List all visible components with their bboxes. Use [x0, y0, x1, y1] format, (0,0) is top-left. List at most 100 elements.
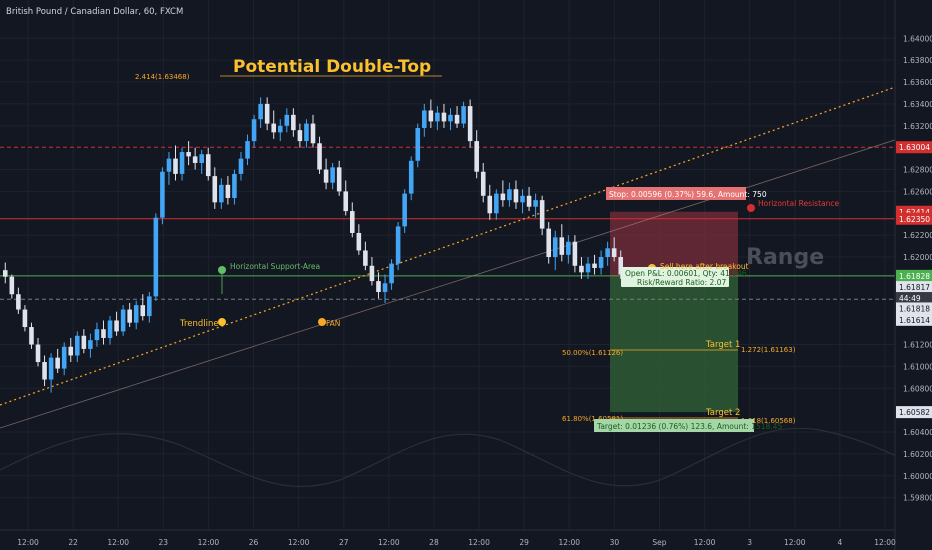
x-tick-label: 12:00 — [378, 538, 400, 547]
candle — [428, 99, 434, 128]
rr-text: Risk/Reward Ratio: 2.07 — [637, 278, 726, 287]
candle-body — [317, 143, 322, 170]
x-tick-label: 26 — [249, 538, 259, 547]
candle-body — [284, 114, 290, 126]
fan-label: FAN — [326, 319, 340, 328]
price-badge-label: 1.61818 — [899, 304, 930, 313]
candle-body — [441, 112, 447, 122]
support-label: Horizontal Support-Area — [230, 262, 320, 271]
candle-body — [363, 250, 368, 266]
candle-body — [395, 226, 401, 264]
candle-body — [114, 320, 119, 332]
candle — [513, 180, 519, 209]
candle-body — [225, 184, 231, 198]
candle — [585, 257, 591, 279]
candle — [68, 337, 74, 363]
candle-body — [480, 171, 486, 196]
price-badge-bg — [896, 141, 932, 154]
candle-body — [336, 167, 342, 192]
candle — [552, 230, 558, 271]
symbol-label: British Pound / Canadian Dollar, 60, FXC… — [6, 7, 183, 17]
fan-line[interactable] — [0, 127, 932, 429]
x-tick-label: 12:00 — [107, 538, 129, 547]
candle-body — [487, 195, 493, 214]
candle — [179, 147, 185, 181]
y-tick-label: 1.63200 — [903, 122, 932, 131]
candle — [415, 123, 421, 168]
candle — [48, 353, 54, 393]
candle-body — [356, 232, 362, 251]
resistance-marker[interactable] — [747, 204, 755, 212]
fib-1272-label: 1.272(1.61163) — [741, 346, 796, 354]
candle — [114, 311, 119, 336]
candle-body — [160, 171, 165, 218]
candle-body — [232, 173, 237, 198]
candle-body — [264, 103, 270, 124]
candle-body — [592, 263, 597, 268]
candle — [219, 178, 224, 209]
candle-body — [55, 357, 60, 369]
candle — [454, 106, 460, 128]
range-label: Range — [746, 245, 824, 270]
y-tick-label: 1.62000 — [903, 253, 932, 262]
candle — [205, 147, 211, 181]
candle-body — [81, 335, 87, 349]
candle — [160, 167, 165, 225]
x-tick-label: 12:00 — [694, 538, 716, 547]
candle-body — [88, 340, 93, 349]
candle — [487, 184, 493, 220]
candle-body — [579, 265, 584, 273]
trendline-marker[interactable] — [218, 318, 226, 326]
candle — [22, 305, 28, 332]
candle — [94, 322, 100, 347]
candle — [101, 320, 106, 345]
price-badge-bg — [896, 313, 932, 326]
price-badge: 1.61817 — [896, 281, 932, 294]
candle-body — [454, 114, 460, 124]
candle — [389, 259, 394, 290]
price-badge-label: 44:49 — [899, 294, 921, 303]
candle — [133, 300, 139, 330]
candle-body — [408, 160, 414, 194]
candle-body — [140, 305, 146, 317]
x-tick-label: 27 — [339, 538, 349, 547]
candle — [55, 348, 60, 373]
candle — [232, 169, 237, 205]
stop-zone — [610, 211, 738, 277]
candle — [192, 147, 198, 170]
candle-body — [428, 110, 434, 122]
candle — [251, 114, 257, 148]
candle — [291, 108, 296, 137]
position-zones — [610, 211, 738, 413]
candle-body — [369, 265, 375, 282]
candle-body — [349, 211, 355, 233]
price-badge: 44:49 — [896, 292, 932, 305]
fib-618-label: 61.80%(1.60581) — [562, 415, 623, 423]
candle — [422, 103, 427, 137]
candle-body — [598, 257, 604, 268]
candle — [611, 237, 617, 262]
candle-body — [435, 112, 440, 122]
x-tick-label: 12:00 — [558, 538, 580, 547]
y-tick-label: 1.60400 — [903, 428, 932, 437]
candle-body — [75, 335, 80, 356]
candle — [264, 97, 270, 131]
trendline-label: Trendline — [179, 319, 219, 329]
trendlines — [0, 73, 932, 488]
target-text: Target: 0.01236 (0.76%) 123.6, Amount: 1… — [596, 422, 782, 431]
cycle-curve — [0, 427, 932, 488]
candle-body — [212, 176, 218, 203]
candle — [605, 241, 610, 266]
price-badge-bg — [896, 269, 932, 282]
x-tick-label: 3 — [747, 538, 752, 547]
y-tick-label: 1.61200 — [903, 341, 932, 350]
candle — [166, 152, 172, 185]
support-marker[interactable] — [218, 266, 226, 274]
fan-marker[interactable] — [318, 318, 326, 326]
time-axis[interactable]: 12:00 22 12:00 23 12:00 26 12:00 27 12:00 28 12:00… — [0, 529, 896, 547]
candle-body — [120, 309, 126, 332]
candle — [35, 337, 41, 367]
price-badge: 1.62350 — [896, 212, 932, 225]
candle-body — [520, 195, 525, 203]
